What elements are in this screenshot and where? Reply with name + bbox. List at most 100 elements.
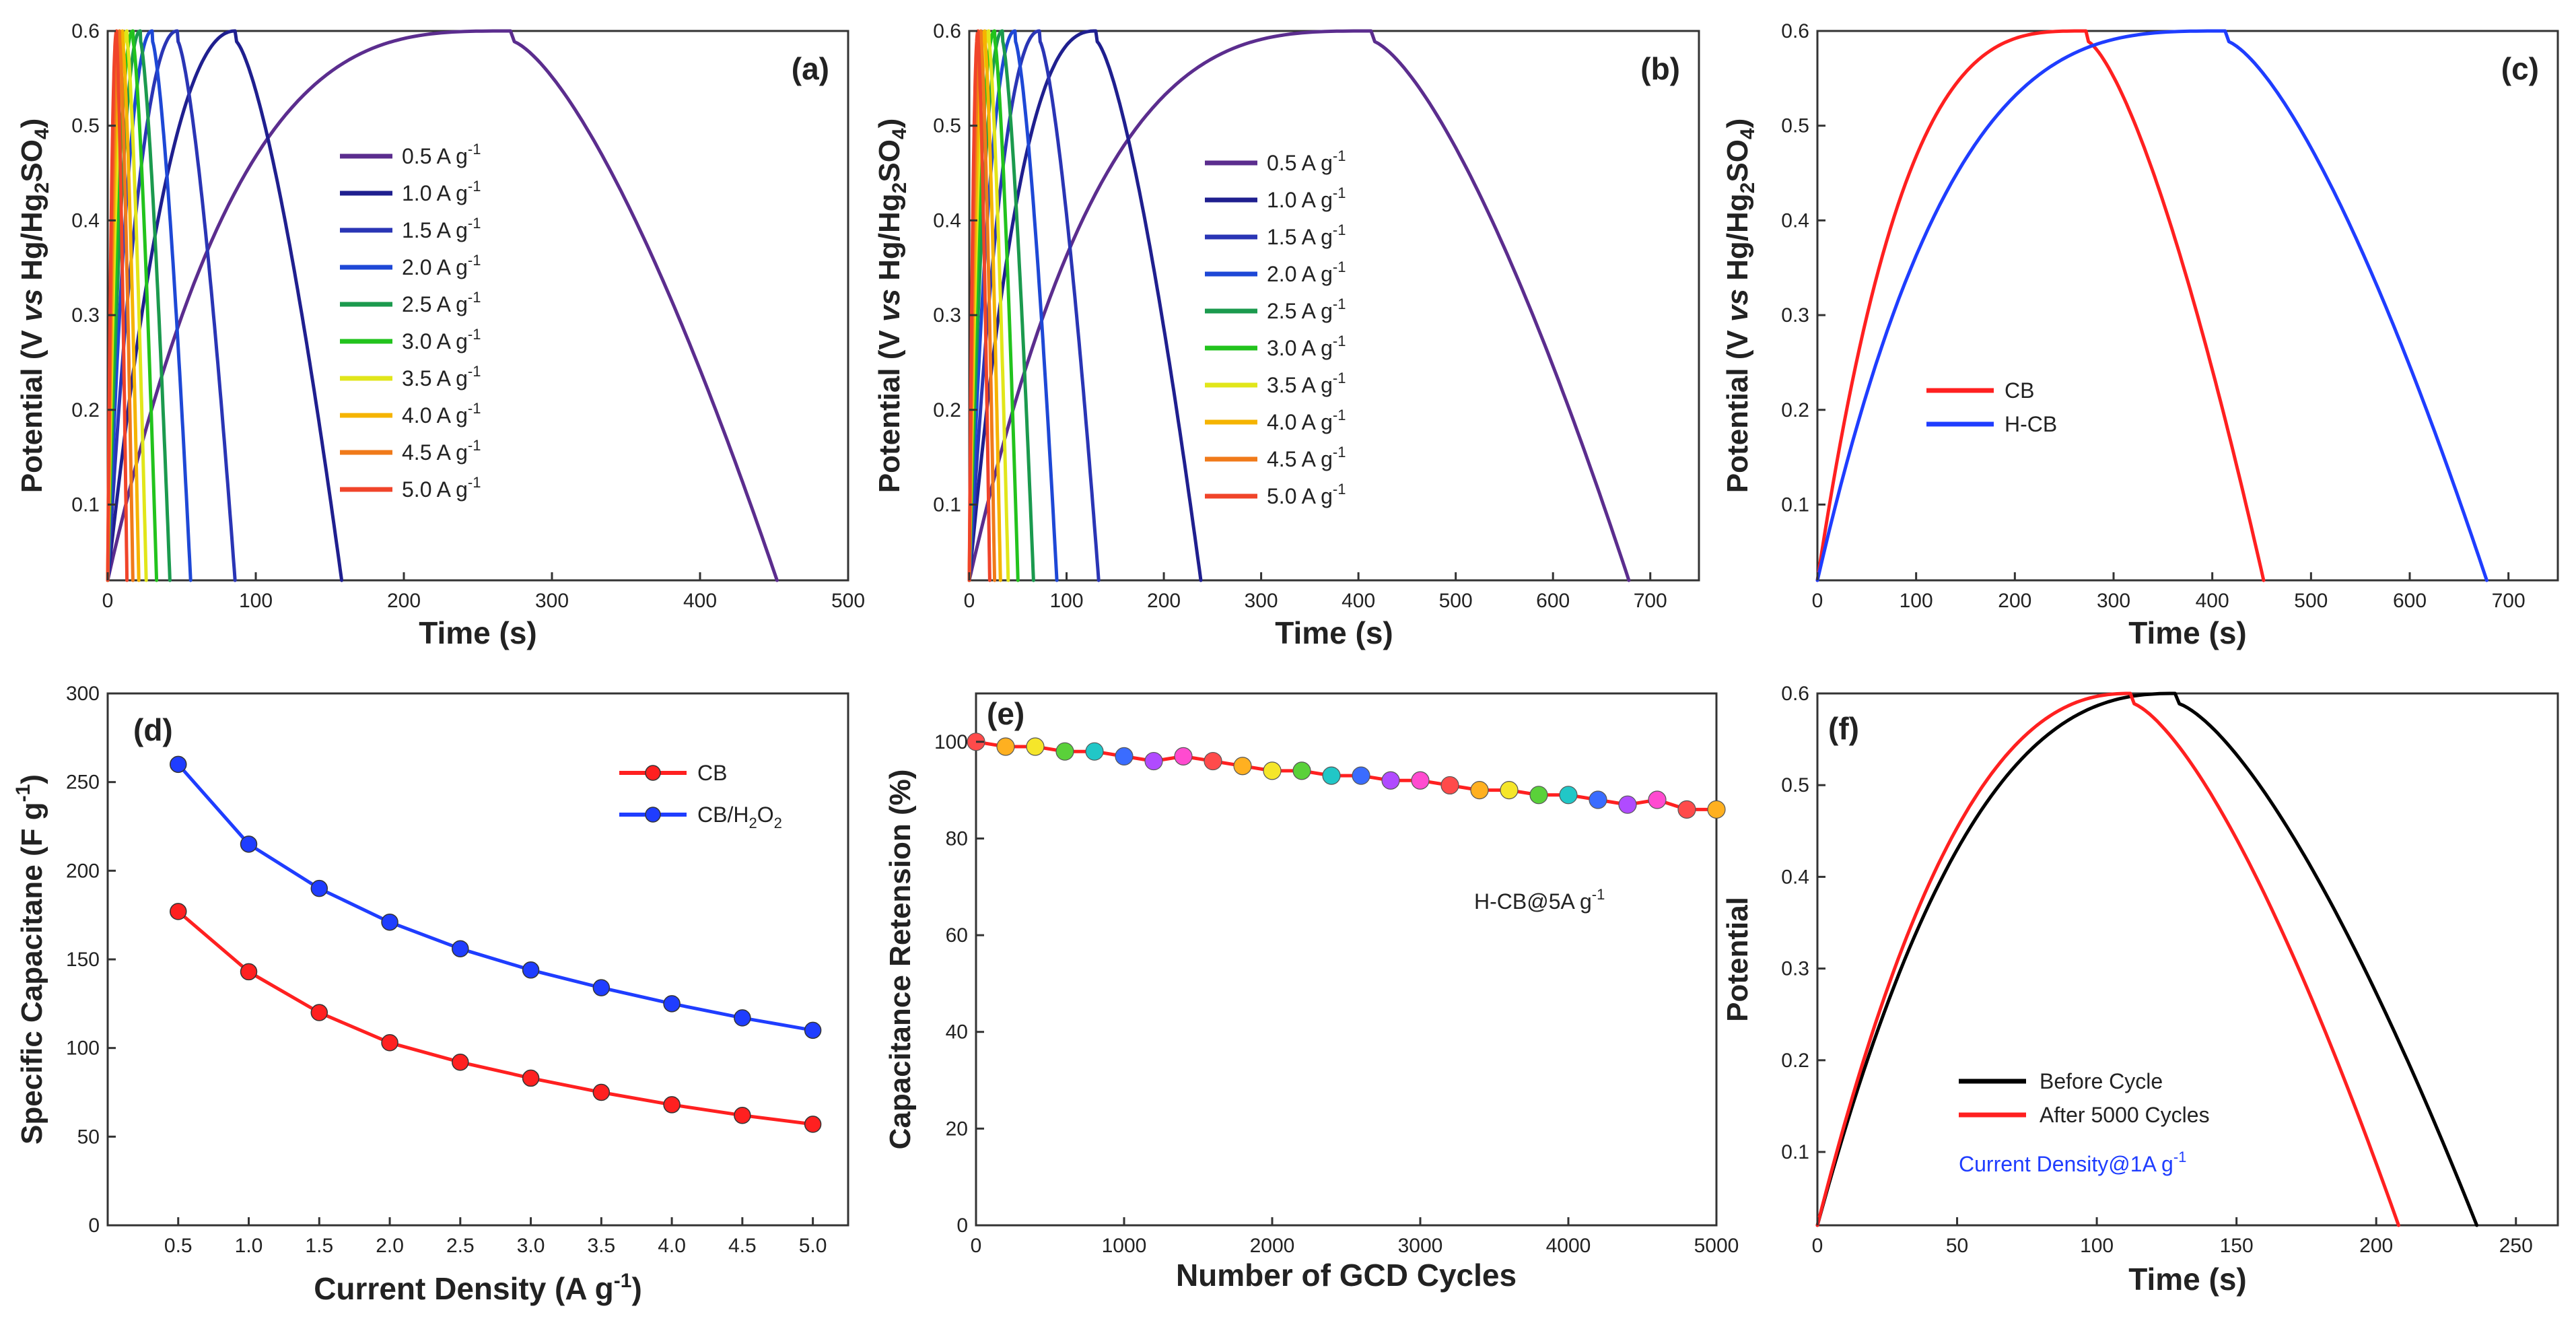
panel-b-x-tick-label: 100 (1050, 590, 1084, 612)
panel-d-y-tick-label: 0 (88, 1215, 100, 1237)
data-point (240, 963, 258, 981)
panel-e-y-tick-label: 0 (956, 1215, 968, 1237)
panel-d-y-tick-label: 250 (66, 772, 100, 794)
data-point (592, 979, 611, 996)
panel-e-y-tick-label: 80 (946, 827, 968, 850)
panel-d-x-tick-label: 0.5 (164, 1235, 193, 1257)
legend-entry: 1.5 A g-1 (1267, 221, 1346, 249)
data-point (310, 1004, 328, 1021)
series-cb (1815, 29, 2266, 582)
panel-f-curves (1815, 691, 2479, 1227)
panel-f-note: Current Density@1A g-1 (1959, 1149, 2186, 1176)
panel-a-x-tick-label: 300 (535, 590, 569, 612)
panel-b-x-tick-label: 500 (1439, 590, 1473, 612)
legend-entry: CB/H2O2 (697, 803, 782, 831)
panel-f-y-tick-label: 0.4 (1781, 866, 1809, 888)
retention-point (1174, 747, 1193, 765)
legend-entry: 4.5 A g-1 (1267, 444, 1346, 471)
panel-d-frame (106, 692, 849, 1227)
panel-e-y-tick-label: 40 (946, 1021, 968, 1044)
panel-a-y-tick-label: 0.2 (71, 399, 100, 421)
panel-e: 0 1000 2000 3000 4000 5000 0 20 40 60 80 100 (e) N… (884, 692, 1739, 1293)
legend-marker (645, 765, 661, 781)
series-3-0-a-g-1 (106, 29, 159, 582)
data-point (310, 879, 328, 897)
legend-entry: CB (2005, 378, 2034, 403)
retention-point (1233, 757, 1252, 776)
legend-entry: 5.0 A g-1 (1267, 481, 1346, 508)
panel-a-x-tick-label: 400 (683, 590, 717, 612)
panel-f-x-tick-label: 0 (1812, 1235, 1823, 1257)
panel-b: 0 100 200 300 400 500 600 700 0.10.20.30.40.50.… (873, 20, 1700, 650)
panel-f-x-ticks: 0 50 100 150 200 250 (1812, 1217, 2533, 1257)
panel-b-y-axis-label: Potential (V vs Hg/Hg2SO4) (873, 118, 911, 493)
panel-d: 0.5 1.0 1.5 2.0 2.5 3.0 3.5 4.0 4.5 5.0 0 50 100 150… (12, 683, 849, 1306)
legend-entry: 3.0 A g-1 (402, 326, 481, 353)
series-0-5-a-g-1 (106, 29, 779, 582)
panel-f-x-tick-label: 250 (2499, 1235, 2533, 1257)
legend-entry: After 5000 Cycles (2040, 1103, 2210, 1127)
series-after-5000-cycles (1815, 691, 2400, 1227)
panel-a-x-tick-label: 0 (102, 590, 114, 612)
panel-f-x-axis-label: Time (s) (2128, 1262, 2247, 1297)
panel-b-y-tick-label: 0.4 (933, 209, 961, 232)
panel-d-y-ticks: 0 50 100 150 200 250 300 (66, 683, 116, 1237)
legend-entry: Before Cycle (2040, 1069, 2163, 1093)
data-point (452, 940, 469, 957)
panel-f-y-tick-label: 0.2 (1781, 1050, 1809, 1072)
series-0-5-a-g-1 (967, 29, 1631, 582)
panel-f-y-tick-label: 0.6 (1781, 683, 1809, 705)
legend-entry: 4.5 A g-1 (402, 437, 481, 465)
panel-f-y-tick-label: 0.1 (1781, 1141, 1809, 1163)
retention-point (1677, 800, 1696, 819)
panel-c-x-tick-label: 0 (1812, 590, 1823, 612)
series-5-0-a-g-1 (967, 29, 991, 582)
panel-f-x-tick-label: 150 (2220, 1235, 2254, 1257)
retention-point (1648, 790, 1667, 809)
panel-a-x-tick-label: 200 (387, 590, 421, 612)
retention-point (1352, 766, 1370, 785)
panel-e-points (967, 732, 1726, 819)
series-1-0-a-g-1 (106, 29, 344, 582)
legend-entry: 4.0 A g-1 (1267, 407, 1346, 434)
panel-d-x-tick-label: 3.5 (587, 1235, 615, 1257)
panel-d-x-tick-label: 2.5 (446, 1235, 475, 1257)
panel-b-y-tick-label: 0.5 (933, 115, 961, 137)
retention-point (1529, 786, 1548, 805)
panel-d-x-tick-label: 4.5 (728, 1235, 757, 1257)
panel-c-x-tick-label: 100 (1900, 590, 1933, 612)
panel-b-x-tick-label: 300 (1245, 590, 1278, 612)
retention-point (1618, 795, 1637, 814)
retention-point (1144, 751, 1163, 771)
panel-e-y-tick-label: 20 (946, 1118, 968, 1140)
retention-point (1500, 781, 1519, 800)
legend-entry: H-CB (2005, 412, 2057, 436)
data-point (522, 961, 540, 979)
panel-e-y-ticks: 0 20 40 60 80 100 (934, 731, 984, 1237)
panel-c-frame (1816, 30, 2559, 582)
panel-d-x-tick-label: 1.5 (305, 1235, 333, 1257)
data-point (522, 1069, 540, 1087)
retention-point (1085, 742, 1104, 761)
panel-d-y-tick-label: 50 (77, 1126, 100, 1148)
legend-entry: 3.0 A g-1 (1267, 333, 1346, 360)
panel-e-y-tick-label: 100 (934, 731, 968, 753)
panel-d-y-tick-label: 150 (66, 949, 100, 971)
panel-c-x-tick-label: 500 (2294, 590, 2328, 612)
retention-point (1470, 781, 1489, 800)
panel-b-x-tick-label: 0 (964, 590, 975, 612)
panel-a-x-ticks: 0 100 200 300 400 500 (102, 572, 865, 612)
panel-b-y-ticks: 0.1 0.2 0.3 0.4 0.5 0.6 (933, 20, 977, 516)
data-point (170, 755, 187, 774)
panel-c-legend: CB H-CB (1926, 378, 2057, 436)
panel-f-legend: Before Cycle After 5000 Cycles (1959, 1069, 2210, 1127)
legend-entry: 1.0 A g-1 (1267, 184, 1346, 212)
panel-c-x-tick-label: 700 (2492, 590, 2526, 612)
panel-e-x-ticks: 0 1000 2000 3000 4000 5000 (971, 1217, 1739, 1257)
panel-c-y-tick-label: 0.5 (1781, 115, 1809, 137)
panel-d-curves (170, 755, 822, 1133)
panel-a-y-tick-label: 0.5 (71, 115, 100, 137)
data-point (240, 835, 258, 853)
panel-d-y-tick-label: 300 (66, 683, 100, 705)
panel-f-y-ticks: 0.1 0.2 0.3 0.4 0.5 0.6 (1781, 683, 1825, 1163)
